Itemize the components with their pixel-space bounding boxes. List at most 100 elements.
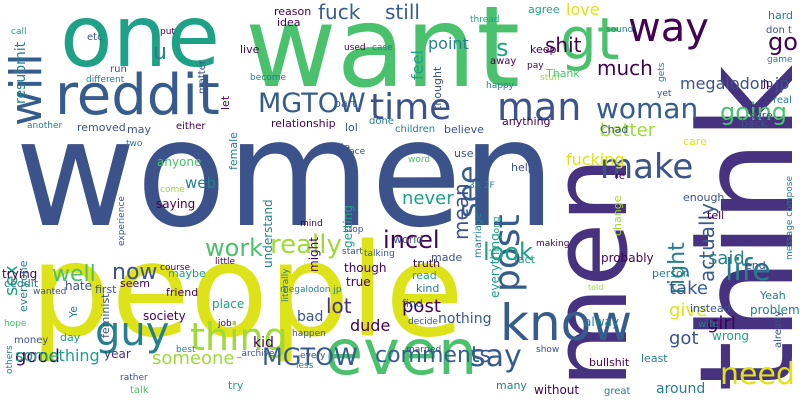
cloud-word: let bbox=[219, 95, 232, 110]
cloud-word: word bbox=[408, 155, 431, 165]
cloud-word: give bbox=[669, 300, 708, 321]
cloud-word: hope bbox=[4, 319, 27, 329]
cloud-word: something bbox=[15, 346, 100, 365]
cloud-word: take bbox=[669, 278, 708, 299]
cloud-word: little bbox=[215, 257, 236, 267]
cloud-word: either bbox=[176, 121, 206, 132]
cloud-word: pay bbox=[527, 61, 544, 71]
cloud-word: fucking bbox=[566, 150, 625, 169]
cloud-word: money bbox=[14, 335, 49, 346]
cloud-word: u bbox=[153, 40, 167, 65]
cloud-word: girl bbox=[707, 313, 736, 334]
cloud-word: year bbox=[104, 347, 131, 361]
cloud-word: care bbox=[683, 135, 707, 148]
cloud-word: saying bbox=[156, 197, 196, 211]
cloud-word: lot bbox=[326, 294, 352, 318]
cloud-word: reason bbox=[274, 5, 312, 18]
cloud-word: MGTOW bbox=[258, 88, 366, 119]
cloud-word: though bbox=[344, 261, 387, 275]
cloud-word: less bbox=[296, 361, 314, 371]
cloud-word: probably bbox=[601, 251, 654, 265]
cloud-word: gets bbox=[657, 62, 667, 82]
cloud-word: thought bbox=[431, 66, 444, 110]
cloud-word: might bbox=[307, 237, 321, 272]
cloud-word: much bbox=[597, 56, 653, 80]
cloud-word: truth bbox=[413, 257, 441, 270]
cloud-word: use bbox=[454, 147, 474, 160]
cloud-word: problem bbox=[750, 303, 800, 317]
cloud-word: want bbox=[245, 0, 521, 113]
cloud-word: change bbox=[611, 195, 624, 236]
cloud-word: wife bbox=[698, 319, 719, 330]
cloud-word: stuff bbox=[540, 73, 561, 83]
cloud-word: done bbox=[369, 116, 394, 127]
cloud-word: web bbox=[185, 174, 217, 192]
cloud-word: MGTOW bbox=[262, 343, 358, 371]
cloud-word: male bbox=[323, 141, 351, 154]
cloud-word: going bbox=[720, 98, 788, 126]
cloud-word: start bbox=[342, 247, 363, 257]
cloud-word: experience bbox=[117, 196, 127, 246]
cloud-word: better bbox=[600, 120, 656, 141]
cloud-word: anyone bbox=[157, 155, 202, 169]
cloud-word: love bbox=[566, 0, 600, 19]
cloud-word: trying bbox=[2, 267, 38, 281]
cloud-word: never bbox=[402, 188, 454, 209]
cloud-word: sure bbox=[749, 109, 773, 122]
cloud-word: everything bbox=[488, 233, 502, 298]
cloud-word: still bbox=[385, 0, 420, 24]
cloud-word: one bbox=[60, 0, 221, 87]
cloud-word: married bbox=[406, 345, 442, 355]
cloud-word: thing bbox=[190, 315, 288, 359]
cloud-word: around bbox=[656, 381, 706, 397]
cloud-word: really bbox=[270, 230, 342, 260]
cloud-word: another bbox=[27, 121, 63, 131]
cloud-word: help bbox=[511, 161, 535, 174]
cloud-word: good bbox=[15, 346, 60, 367]
cloud-word: resubmit bbox=[13, 41, 29, 104]
cloud-word: marriage bbox=[473, 212, 484, 258]
cloud-word: fuck bbox=[318, 0, 361, 24]
cloud-word: two bbox=[126, 139, 143, 149]
cloud-word: know bbox=[500, 294, 633, 352]
cloud-word: used bbox=[344, 43, 366, 53]
cloud-word: live bbox=[240, 43, 260, 56]
cloud-word: happy bbox=[486, 81, 514, 91]
cloud-word: talk bbox=[130, 385, 149, 396]
cloud-word: friend bbox=[166, 286, 199, 299]
cloud-word: people bbox=[30, 217, 464, 366]
cloud-word: mean bbox=[449, 183, 473, 240]
cloud-word: feel bbox=[408, 50, 427, 80]
cloud-word: post bbox=[402, 296, 441, 317]
cloud-word: got bbox=[669, 328, 699, 349]
cloud-word: told bbox=[588, 283, 604, 292]
cloud-word: anything bbox=[502, 115, 551, 128]
cloud-word: sound bbox=[606, 25, 634, 35]
cloud-word: _archive bbox=[237, 349, 275, 359]
cloud-word: need bbox=[720, 357, 795, 392]
cloud-word: female bbox=[227, 132, 240, 170]
cloud-word: believe bbox=[444, 123, 484, 136]
cloud-word: real bbox=[773, 95, 792, 106]
cloud-word: already bbox=[773, 310, 784, 348]
cloud-word: society bbox=[143, 309, 186, 323]
cloud-word: end bbox=[745, 259, 766, 272]
cloud-word: others bbox=[5, 345, 15, 374]
cloud-word: man bbox=[497, 85, 582, 129]
cloud-word: game bbox=[767, 55, 793, 65]
cloud-word: find bbox=[402, 297, 423, 310]
cloud-word: message compose bbox=[785, 176, 795, 260]
cloud-word: etc bbox=[87, 32, 103, 43]
cloud-word: long bbox=[492, 216, 502, 236]
cloud-word: work bbox=[205, 234, 264, 262]
cloud-word: children bbox=[395, 124, 436, 135]
cloud-word: become bbox=[250, 73, 287, 83]
cloud-word: try bbox=[228, 379, 244, 392]
cloud-word: jp bbox=[763, 77, 774, 90]
cloud-word: go bbox=[768, 28, 798, 56]
cloud-word: talking bbox=[364, 249, 395, 259]
cloud-word: even bbox=[325, 316, 478, 389]
cloud-word: keep bbox=[530, 43, 557, 56]
cloud-word: life bbox=[725, 253, 771, 288]
cloud-word: bullshit bbox=[589, 356, 630, 369]
